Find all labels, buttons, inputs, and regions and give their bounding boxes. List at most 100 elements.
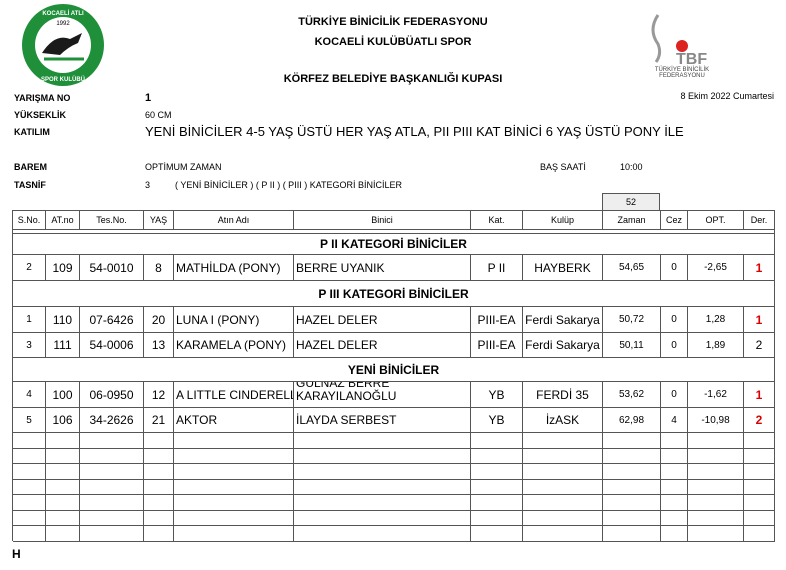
club-logo: KOCAELİ ATLI 1992 SPOR KULÜBÜ bbox=[22, 4, 104, 86]
empty-cell bbox=[174, 464, 294, 480]
table-cell: 5 bbox=[13, 408, 46, 433]
spacer bbox=[13, 230, 775, 234]
info-value: YENİ BİNİCİLER 4-5 YAŞ ÜSTÜ HER YAŞ ATLA… bbox=[145, 124, 684, 139]
empty-cell bbox=[174, 510, 294, 526]
table-cell: 53,62 bbox=[603, 382, 661, 408]
empty-cell bbox=[294, 479, 471, 495]
table-cell: 3 bbox=[13, 333, 46, 358]
table-cell: HAZEL DELER bbox=[294, 333, 471, 358]
empty-cell bbox=[294, 433, 471, 449]
empty-cell bbox=[46, 495, 80, 511]
club-title: KOCAELİ KULÜBÜATLI SPOR bbox=[314, 36, 472, 48]
table-cell: İzASK bbox=[523, 408, 603, 433]
empty-cell bbox=[46, 510, 80, 526]
empty-cell bbox=[744, 479, 775, 495]
table-cell: HAYBERK bbox=[523, 255, 603, 281]
empty-cell bbox=[688, 526, 744, 542]
table-cell: 0 bbox=[661, 382, 688, 408]
table-cell: Ferdi Sakarya bbox=[523, 333, 603, 358]
table-cell: GÜLNAZ BERRE KARAYILANOĞLU bbox=[294, 382, 471, 408]
empty-cell bbox=[294, 495, 471, 511]
table-cell: 2 bbox=[744, 333, 775, 358]
empty-cell bbox=[144, 526, 174, 542]
footer-mark: H bbox=[12, 547, 21, 561]
empty-cell bbox=[688, 479, 744, 495]
table-cell: 110 bbox=[46, 307, 80, 333]
federation-logo: TBF bbox=[651, 14, 707, 68]
empty-cell bbox=[46, 433, 80, 449]
table-cell: 1,89 bbox=[688, 333, 744, 358]
info-label: BAREM bbox=[14, 162, 47, 172]
table-cell: YB bbox=[471, 408, 523, 433]
federation-caption: TÜRKİYE BİNİCİLİK FEDERASYONU bbox=[654, 67, 710, 79]
table-cell: 13 bbox=[144, 333, 174, 358]
table-cell: -2,65 bbox=[688, 255, 744, 281]
empty-cell bbox=[744, 433, 775, 449]
table-cell: P II bbox=[471, 255, 523, 281]
empty-cell bbox=[688, 510, 744, 526]
empty-cell bbox=[174, 479, 294, 495]
table-cell: 1 bbox=[13, 307, 46, 333]
empty-cell bbox=[523, 526, 603, 542]
empty-cell bbox=[688, 495, 744, 511]
table-cell: 50,72 bbox=[603, 307, 661, 333]
table-cell: 100 bbox=[46, 382, 80, 408]
table-cell: YB bbox=[471, 382, 523, 408]
empty-cell bbox=[294, 464, 471, 480]
empty-cell bbox=[523, 479, 603, 495]
column-header: OPT. bbox=[688, 211, 744, 230]
column-header: Cez bbox=[661, 211, 688, 230]
table-cell: 0 bbox=[661, 307, 688, 333]
empty-cell bbox=[661, 479, 688, 495]
empty-cell bbox=[744, 526, 775, 542]
empty-cell bbox=[661, 464, 688, 480]
empty-cell bbox=[523, 433, 603, 449]
empty-cell bbox=[471, 510, 523, 526]
table-cell: 1 bbox=[744, 382, 775, 408]
info-value: 10:00 bbox=[620, 162, 643, 172]
table-cell: 2 bbox=[13, 255, 46, 281]
table-cell: 50,11 bbox=[603, 333, 661, 358]
empty-cell bbox=[603, 510, 661, 526]
section-title: YENİ BİNİCİLER bbox=[13, 358, 775, 382]
column-header: Kulüp bbox=[523, 211, 603, 230]
empty-cell bbox=[603, 479, 661, 495]
table-cell: PIII-EA bbox=[471, 333, 523, 358]
empty-cell bbox=[471, 495, 523, 511]
empty-cell bbox=[80, 464, 144, 480]
empty-cell bbox=[471, 526, 523, 542]
empty-cell bbox=[13, 510, 46, 526]
info-value: 1 bbox=[145, 92, 152, 104]
info-label: YARIŞMA NO bbox=[14, 93, 71, 103]
club-logo-top: KOCAELİ ATLI bbox=[42, 10, 84, 17]
info-value: 3 bbox=[145, 180, 151, 190]
empty-cell bbox=[744, 464, 775, 480]
table-cell: 54-0006 bbox=[80, 333, 144, 358]
table-cell: 20 bbox=[144, 307, 174, 333]
table-cell: 8 bbox=[144, 255, 174, 281]
table-cell: 62,98 bbox=[603, 408, 661, 433]
info-detail: ( YENİ BİNİCİLER ) ( P II ) ( PIII ) KAT… bbox=[175, 180, 403, 190]
empty-cell bbox=[80, 433, 144, 449]
federation-mark: TBF bbox=[676, 51, 707, 68]
info-label: YÜKSEKLİK bbox=[14, 110, 67, 120]
table-cell: 1 bbox=[744, 255, 775, 281]
empty-cell bbox=[144, 479, 174, 495]
empty-cell bbox=[80, 510, 144, 526]
empty-cell bbox=[46, 479, 80, 495]
table-cell: -1,62 bbox=[688, 382, 744, 408]
empty-cell bbox=[744, 495, 775, 511]
table-cell: PIII-EA bbox=[471, 307, 523, 333]
empty-cell bbox=[13, 433, 46, 449]
table-cell: 2 bbox=[744, 408, 775, 433]
table-cell: 4 bbox=[661, 408, 688, 433]
empty-cell bbox=[294, 526, 471, 542]
info-label: TASNİF bbox=[14, 180, 46, 190]
empty-cell bbox=[661, 448, 688, 464]
results-table: S.No. AT.no Tes.No. YAŞ Atın Adı Binici Kat. Ku… bbox=[12, 210, 775, 542]
empty-cell bbox=[603, 433, 661, 449]
empty-cell bbox=[13, 448, 46, 464]
table-cell: İLAYDA SERBEST bbox=[294, 408, 471, 433]
optimum-time-box: 52 bbox=[602, 193, 660, 210]
column-header: S.No. bbox=[13, 211, 46, 230]
